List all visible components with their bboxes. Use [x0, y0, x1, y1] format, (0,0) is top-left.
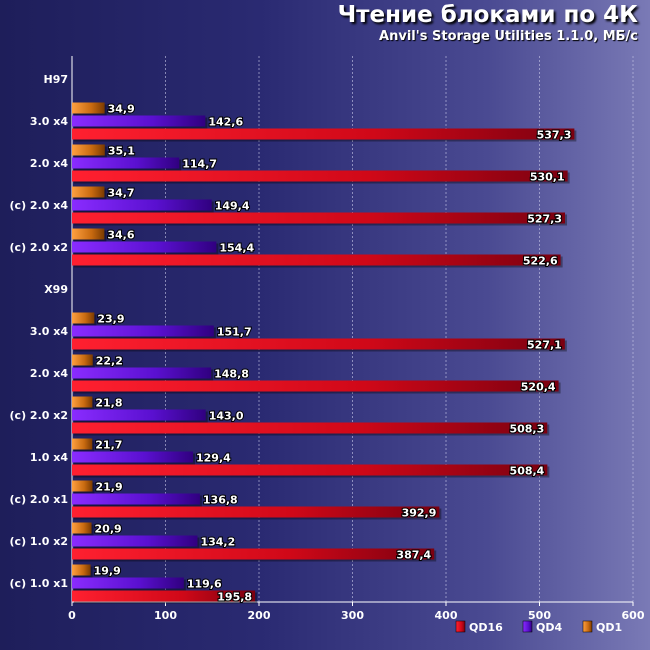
data-label: 154,4: [219, 242, 254, 255]
category-label: 2.0 x4: [30, 157, 68, 170]
data-label: 148,8: [214, 368, 249, 381]
group-header-label: X99: [44, 283, 68, 296]
bar-qd1: [72, 186, 105, 198]
data-label: 21,7: [95, 439, 122, 452]
category-label: 3.0 x4: [30, 115, 68, 128]
bar-qd16: [72, 590, 256, 602]
category-label: (c) 2.0 x2: [10, 241, 68, 254]
bar-qd1: [72, 102, 105, 114]
data-label: 34,6: [107, 229, 134, 242]
bar-qd4: [72, 325, 214, 337]
bar-qd1: [72, 480, 93, 492]
bar-qd4: [72, 409, 206, 421]
data-label: 119,6: [187, 578, 222, 591]
data-label: 387,4: [396, 549, 431, 562]
bar-qd1: [72, 522, 92, 534]
data-label: 195,8: [217, 591, 252, 604]
category-label: 2.0 x4: [30, 367, 68, 380]
data-label: 142,6: [208, 116, 243, 129]
bar-qd4: [72, 535, 198, 547]
category-label: (c) 2.0 x4: [10, 199, 69, 212]
data-label: 527,1: [527, 339, 562, 352]
bar-qd4: [72, 157, 180, 169]
data-label: 508,3: [509, 423, 544, 436]
bar-qd1: [72, 396, 93, 408]
legend-label: QD1: [596, 621, 622, 634]
bar-qd16: [72, 254, 561, 266]
x-tick-label: 600: [622, 609, 645, 622]
category-label: 1.0 x4: [30, 451, 68, 464]
data-label: 530,1: [530, 171, 565, 184]
bar-qd1: [72, 312, 95, 324]
x-tick-label: 300: [341, 609, 364, 622]
data-label: 21,8: [95, 397, 122, 410]
legend-swatch: [582, 620, 593, 633]
data-label: 21,9: [95, 481, 122, 494]
x-tick-label: 100: [154, 609, 177, 622]
data-label: 134,2: [200, 536, 235, 549]
data-label: 520,4: [521, 381, 556, 394]
category-label: (c) 1.0 x2: [10, 535, 68, 548]
data-label: 114,7: [182, 158, 217, 171]
data-label: 537,3: [537, 129, 572, 142]
bar-qd16: [72, 170, 568, 182]
data-label: 23,9: [97, 313, 124, 326]
x-tick-label: 200: [248, 609, 271, 622]
data-label: 143,0: [209, 410, 244, 423]
data-label: 35,1: [108, 145, 135, 158]
bar-qd16: [72, 548, 435, 560]
chart-subtitle: Anvil's Storage Utilities 1.1.0, МБ/с: [379, 29, 638, 44]
data-label: 522,6: [523, 255, 558, 268]
bar-qd1: [72, 228, 105, 240]
x-tick-label: 400: [435, 609, 458, 622]
chart-title: Чтение блоками по 4К: [337, 2, 638, 28]
bar-qd1: [72, 438, 93, 450]
data-label: 22,2: [96, 355, 123, 368]
data-label: 136,8: [203, 494, 238, 507]
data-label: 129,4: [196, 452, 231, 465]
bar-qd4: [72, 241, 217, 253]
data-label: 20,9: [95, 523, 122, 536]
category-label: 3.0 x4: [30, 325, 68, 338]
bar-qd16: [72, 128, 575, 140]
bar-qd16: [72, 422, 548, 434]
data-label: 149,4: [215, 200, 250, 213]
bar-qd4: [72, 451, 193, 463]
bar-qd1: [72, 144, 105, 156]
data-label: 527,3: [527, 213, 562, 226]
bar-qd16: [72, 212, 566, 224]
bar-qd4: [72, 199, 212, 211]
bar-qd16: [72, 506, 440, 518]
x-tick-label: 0: [68, 609, 76, 622]
category-label: (c) 1.0 x1: [10, 577, 68, 590]
legend-label: QD4: [536, 621, 562, 634]
bar-qd4: [72, 493, 200, 505]
bar-qd16: [72, 380, 559, 392]
data-label: 508,4: [510, 465, 545, 478]
bar-qd4: [72, 115, 206, 127]
x-tick-label: 500: [528, 609, 551, 622]
bar-qd16: [72, 338, 565, 350]
category-label: (c) 2.0 x1: [10, 493, 68, 506]
data-label: 151,7: [217, 326, 252, 339]
data-label: 34,9: [108, 103, 135, 116]
legend-label: QD16: [469, 621, 503, 634]
category-label: (c) 2.0 x2: [10, 409, 68, 422]
bar-qd4: [72, 577, 184, 589]
legend-swatch: [522, 620, 533, 633]
group-header-label: H97: [43, 73, 68, 86]
bar-qd16: [72, 464, 548, 476]
bar-qd1: [72, 354, 93, 366]
data-label: 19,9: [94, 565, 121, 578]
bar-qd1: [72, 564, 91, 576]
legend-swatch: [455, 620, 466, 633]
bar-qd4: [72, 367, 212, 379]
data-label: 34,7: [107, 187, 134, 200]
data-label: 392,9: [402, 507, 437, 520]
